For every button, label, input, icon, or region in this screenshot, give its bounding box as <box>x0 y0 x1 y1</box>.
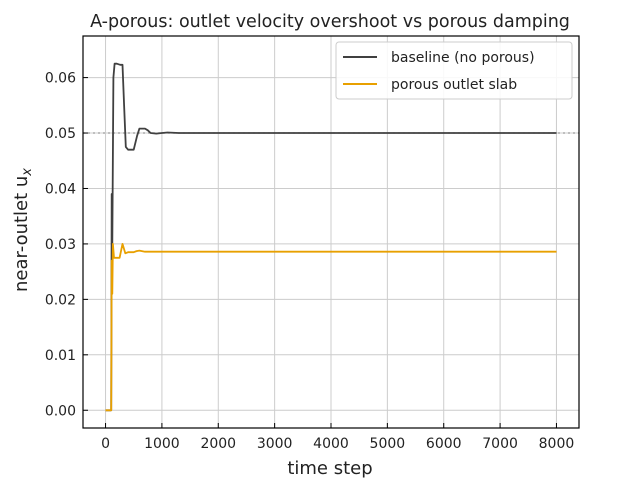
y-axis-label: near-outlet ux <box>11 168 35 292</box>
x-tick-label: 7000 <box>482 436 518 452</box>
series-line-porous <box>105 243 557 412</box>
y-tick-label: 0.05 <box>45 126 76 142</box>
chart-title: A-porous: outlet velocity overshoot vs p… <box>90 12 570 32</box>
y-tick-label: 0.02 <box>45 292 76 308</box>
series-lines <box>105 62 557 412</box>
y-axis-label-main: near-outlet u <box>11 176 32 292</box>
x-tick-label: 1000 <box>144 436 180 452</box>
grid-lines <box>83 36 579 428</box>
y-tick-label: 0.04 <box>45 181 76 197</box>
legend-box <box>335 41 573 100</box>
y-tick-label: 0.01 <box>45 348 76 364</box>
x-tick-label: 3000 <box>257 436 293 452</box>
x-tick-label: 4000 <box>313 436 349 452</box>
x-tick-label: 2000 <box>200 436 236 452</box>
legend-label-porous: porous outlet slab <box>391 77 517 93</box>
x-tick-label: 6000 <box>426 436 462 452</box>
x-axis: 0 1000 2000 3000 4000 5000 6000 7000 8000 <box>101 423 574 452</box>
y-axis: 0.00 0.01 0.02 0.03 0.04 0.05 0.06 <box>45 71 88 419</box>
series-line-baseline <box>105 62 557 412</box>
x-axis-label: time step <box>287 458 372 479</box>
x-tick-label: 0 <box>101 436 110 452</box>
x-tick-label: 8000 <box>539 436 575 452</box>
x-tick-label: 5000 <box>370 436 406 452</box>
y-tick-label: 0.03 <box>45 237 76 253</box>
y-axis-label-subscript: x <box>20 168 35 177</box>
y-tick-label: 0.06 <box>45 71 76 87</box>
legend: baseline (no porous) porous outlet slab <box>335 41 573 100</box>
y-tick-label: 0.00 <box>45 403 76 419</box>
legend-label-baseline: baseline (no porous) <box>391 50 535 66</box>
